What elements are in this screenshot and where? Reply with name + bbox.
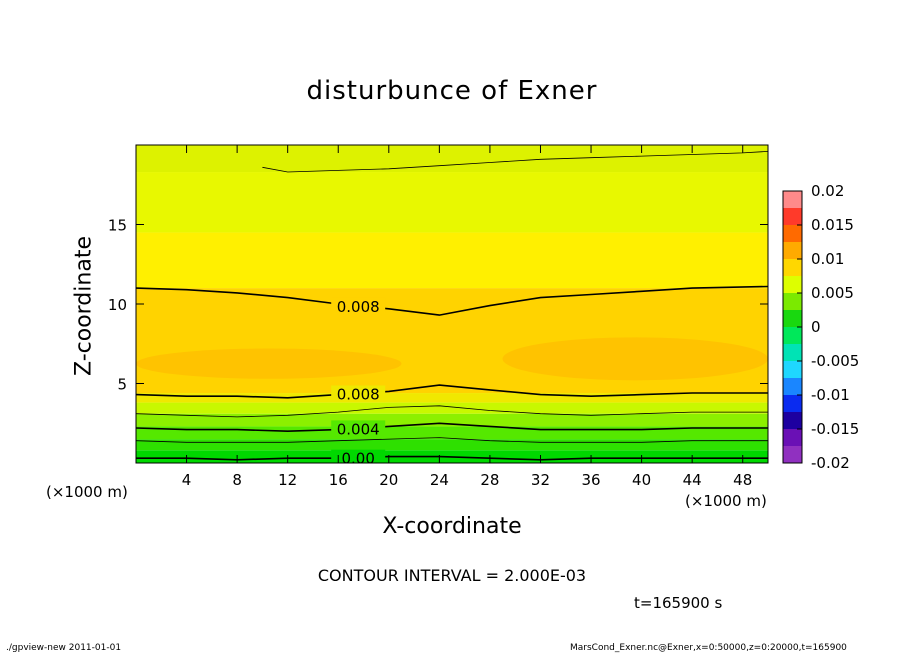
x-tick-label-6: 28 bbox=[480, 471, 499, 489]
x-tick-label-11: 48 bbox=[733, 471, 752, 489]
contour-line-4 bbox=[136, 437, 768, 443]
colorbar-segment-6 bbox=[783, 293, 802, 311]
colorbar-tick-label-0: 0.02 bbox=[811, 182, 844, 200]
y-tick-label-2: 15 bbox=[108, 217, 127, 235]
colorbar-segment-2 bbox=[783, 225, 802, 243]
contour-line-3 bbox=[136, 422, 768, 433]
plot-area: 0.008 0.008 0.004 0.00 bbox=[136, 145, 768, 468]
x-tick-label-7: 32 bbox=[531, 471, 550, 489]
colorbar-segment-14 bbox=[783, 429, 802, 447]
contour-label-bg-0 bbox=[331, 297, 386, 314]
contour-label-1: 0.008 bbox=[337, 385, 380, 403]
colorbar-tick-label-7: -0.015 bbox=[811, 420, 859, 438]
colorbar-segment-13 bbox=[783, 412, 802, 430]
contour-line-6 bbox=[262, 151, 768, 173]
band-3 bbox=[136, 413, 768, 427]
contour-label-bg-1 bbox=[331, 385, 386, 402]
colorbar-segment-9 bbox=[783, 344, 802, 362]
colorbar-segment-3 bbox=[783, 242, 802, 260]
contour-label-bg-5 bbox=[331, 449, 386, 463]
x-tick-label-10: 44 bbox=[683, 471, 702, 489]
band-4 bbox=[136, 402, 768, 414]
contour-label-0: 0.008 bbox=[337, 298, 380, 316]
y-tick-label-0: 5 bbox=[117, 376, 127, 394]
warm-patch-0 bbox=[136, 348, 402, 379]
x-tick-label-3: 16 bbox=[329, 471, 348, 489]
band-7 bbox=[136, 232, 768, 289]
colorbar-tick-label-3: 0.005 bbox=[811, 284, 854, 302]
colorbar-tick-label-1: 0.015 bbox=[811, 216, 854, 234]
x-axis-label: X-coordinate bbox=[382, 514, 522, 539]
colorbar-tick-label-5: -0.005 bbox=[811, 352, 859, 370]
colorbar: 0.02 0.015 0.01 0.005 0 -0.005 -0.01 -0.015 -0.0… bbox=[782, 182, 859, 472]
contour-label-5: 0.00 bbox=[341, 450, 374, 468]
colorbar-tick-label-6: -0.01 bbox=[811, 386, 850, 404]
contour-label-3: 0.004 bbox=[337, 420, 380, 438]
contour-label-bg-3 bbox=[331, 420, 386, 437]
band-5 bbox=[136, 393, 768, 403]
x-tick-label-5: 24 bbox=[430, 471, 449, 489]
colorbar-segment-5 bbox=[783, 276, 802, 294]
time-label: t=165900 s bbox=[634, 594, 723, 612]
x-unit-left: (×1000 m) bbox=[46, 483, 128, 501]
band-1 bbox=[136, 439, 768, 451]
y-tick-label-1: 10 bbox=[108, 296, 127, 314]
colorbar-segment-11 bbox=[783, 378, 802, 396]
band-9 bbox=[136, 145, 768, 173]
x-tick-label-1: 8 bbox=[232, 471, 242, 489]
colorbar-tick-label-4: 0 bbox=[811, 318, 821, 336]
colorbar-segment-12 bbox=[783, 395, 802, 413]
contour-interval: CONTOUR INTERVAL = 2.000E-03 bbox=[317, 566, 587, 585]
colorbar-segment-1 bbox=[783, 208, 802, 226]
contour-line-1 bbox=[136, 384, 768, 399]
contour-line-2 bbox=[136, 405, 768, 418]
chart-title: disturbunce of Exner bbox=[306, 76, 598, 106]
colorbar-tick-label-2: 0.01 bbox=[811, 250, 844, 268]
band-8 bbox=[136, 172, 768, 233]
x-tick-label-0: 4 bbox=[182, 471, 192, 489]
colorbar-segment-4 bbox=[783, 259, 802, 277]
y-axis-label: Z-coordinate bbox=[71, 236, 97, 376]
colorbar-segment-8 bbox=[783, 327, 802, 345]
contour-line-0 bbox=[136, 285, 768, 316]
colorbar-tick-label-8: -0.02 bbox=[811, 454, 850, 472]
warm-patch-1 bbox=[502, 337, 768, 381]
colorbar-segment-7 bbox=[783, 310, 802, 328]
x-unit-right: (×1000 m) bbox=[685, 492, 767, 510]
x-tick-label-8: 36 bbox=[581, 471, 600, 489]
colorbar-segment-10 bbox=[783, 361, 802, 379]
colorbar-segment-0 bbox=[783, 191, 802, 209]
x-tick-label-2: 12 bbox=[278, 471, 297, 489]
footer-right: MarsCond_Exner.nc@Exner,x=0:50000,z=0:20… bbox=[570, 643, 847, 653]
colorbar-segment-15 bbox=[783, 446, 802, 464]
x-tick-label-4: 20 bbox=[379, 471, 398, 489]
x-tick-label-9: 40 bbox=[632, 471, 651, 489]
footer-left: ./gpview-new 2011-01-01 bbox=[6, 643, 122, 653]
